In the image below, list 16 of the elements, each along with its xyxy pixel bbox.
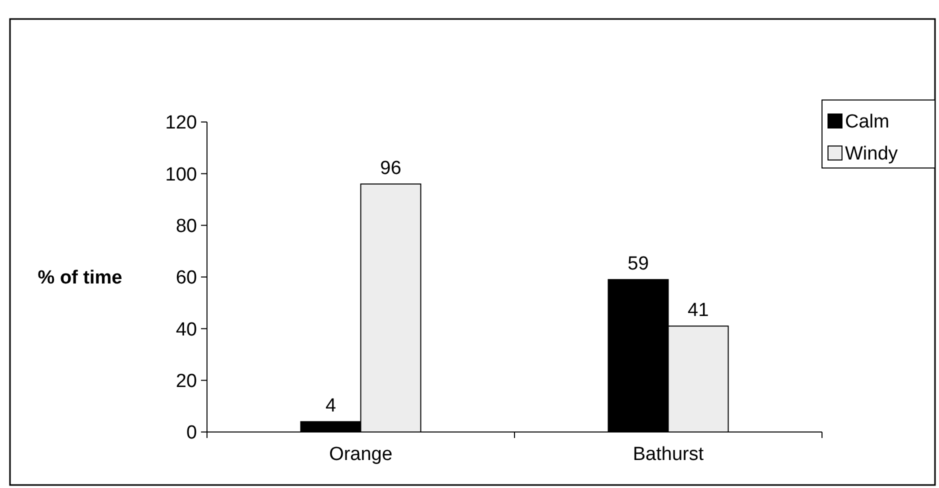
data-label: 41 (688, 300, 709, 322)
y-tick-label: 120 (165, 112, 197, 134)
data-label: 59 (628, 254, 649, 275)
data-label: 4 (325, 396, 336, 417)
y-tick-label: 20 (176, 370, 197, 392)
y-tick-label: 80 (176, 216, 197, 237)
y-tick-label: 100 (165, 164, 197, 186)
y-tick-label: 0 (186, 422, 197, 444)
y-tick-label: 40 (176, 319, 197, 340)
y-axis-title: % of time (38, 268, 122, 289)
x-tick-label: Bathurst (632, 444, 704, 465)
y-tick-label: 60 (176, 268, 197, 289)
x-tick-label: Orange (329, 444, 392, 465)
legend-label: Windy (845, 144, 898, 165)
legend-label: Calm (845, 112, 890, 133)
data-label: 96 (380, 158, 402, 179)
